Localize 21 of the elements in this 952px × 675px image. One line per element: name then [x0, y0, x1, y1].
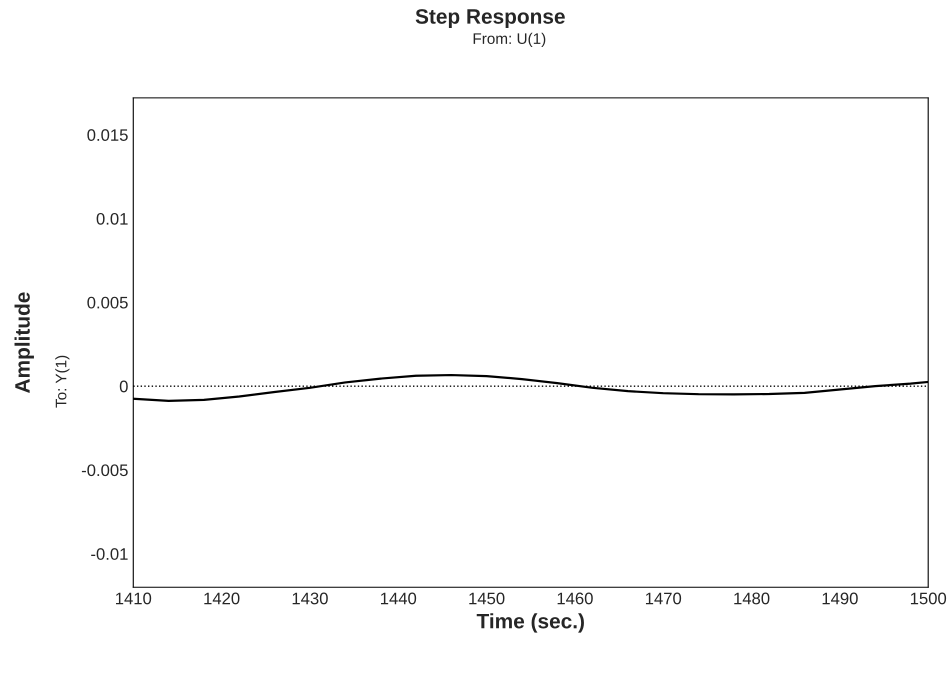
chart-title: Step Response	[416, 9, 565, 28]
y-tick-label: 0.01	[96, 212, 128, 225]
y-tick-label: 0.005	[87, 296, 128, 309]
x-tick-label: 1470	[646, 592, 682, 604]
text: To: Y(1)	[55, 356, 70, 408]
x-axis-title: Time (sec.)	[476, 613, 584, 633]
x-tick-label: 1460	[558, 592, 593, 604]
x-tick-label: 1420	[204, 592, 240, 604]
y-tick-label: 0	[120, 380, 128, 392]
x-tick-label: 1490	[822, 592, 858, 604]
x-tick-label: 1450	[469, 592, 504, 604]
x-tick-label: 1430	[292, 592, 328, 604]
x-tick-label: 1440	[380, 592, 416, 604]
y-tick-label: -0.01	[91, 548, 128, 560]
y-tick-label: -0.005	[82, 464, 128, 476]
chart-subtitle: From: U(1)	[474, 32, 546, 48]
x-tick-label: 1500	[910, 592, 946, 604]
x-tick-label: 1480	[734, 592, 770, 604]
y-axis-title: Amplitude	[14, 292, 34, 393]
x-tick-label: 1410	[116, 592, 152, 604]
y-tick-label: 0.015	[87, 129, 128, 141]
